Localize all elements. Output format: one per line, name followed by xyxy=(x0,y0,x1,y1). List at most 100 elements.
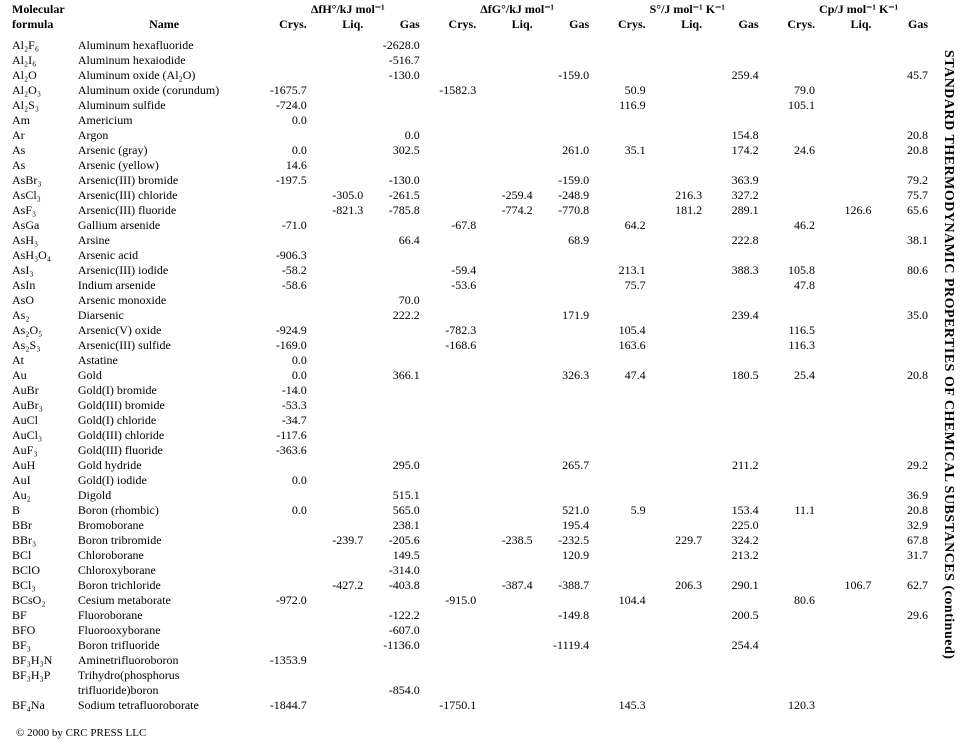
cell-gL xyxy=(478,248,534,263)
cell-cL xyxy=(817,128,873,143)
cell-hC xyxy=(252,53,308,68)
cell-hC: -117.6 xyxy=(252,428,308,443)
cell-gG: 265.7 xyxy=(535,458,591,473)
cell-hC xyxy=(252,608,308,623)
cell-gC: -915.0 xyxy=(422,593,478,608)
table-row: BCl₃Boron trichloride-427.2-403.8-387.4-… xyxy=(10,578,930,593)
cell-formula: AuH xyxy=(10,458,76,473)
cell-gC xyxy=(422,683,478,698)
cell-hC: -1353.9 xyxy=(252,653,308,668)
cell-cL xyxy=(817,353,873,368)
cell-name: Aluminum sulfide xyxy=(76,98,252,113)
cell-hL xyxy=(309,563,365,578)
table-row: BBr₃Boron tribromide-239.7-205.6-238.5-2… xyxy=(10,533,930,548)
cell-gL xyxy=(478,623,534,638)
cell-gL xyxy=(478,653,534,668)
cell-gG: -388.7 xyxy=(535,578,591,593)
hdr-sL: Liq. xyxy=(648,17,704,32)
cell-gL xyxy=(478,563,534,578)
cell-name: Aluminum hexaiodide xyxy=(76,53,252,68)
cell-hG xyxy=(365,353,421,368)
cell-formula: BCl xyxy=(10,548,76,563)
cell-gC xyxy=(422,428,478,443)
cell-gG xyxy=(535,443,591,458)
cell-hL xyxy=(309,218,365,233)
cell-sC xyxy=(591,128,647,143)
cell-cC: 116.3 xyxy=(761,338,817,353)
cell-cG: 20.8 xyxy=(874,503,931,518)
cell-sC xyxy=(591,188,647,203)
cell-sC xyxy=(591,413,647,428)
cell-cG xyxy=(874,113,931,128)
cell-cG: 20.8 xyxy=(874,128,931,143)
cell-gL xyxy=(478,308,534,323)
table-row: BFFluoroborane-122.2-149.8200.529.6 xyxy=(10,608,930,623)
cell-hG xyxy=(365,398,421,413)
cell-hL xyxy=(309,668,365,683)
cell-cL xyxy=(817,668,873,683)
cell-sG: 254.4 xyxy=(704,638,760,653)
cell-cC xyxy=(761,353,817,368)
cell-sL xyxy=(648,458,704,473)
cell-cL xyxy=(817,293,873,308)
cell-hG xyxy=(365,428,421,443)
cell-hC xyxy=(252,233,308,248)
cell-formula: AuCl₃ xyxy=(10,428,76,443)
cell-cC xyxy=(761,653,817,668)
cell-sC xyxy=(591,683,647,698)
cell-sC: 5.9 xyxy=(591,503,647,518)
cell-hG xyxy=(365,83,421,98)
cell-name: Trihydro(phosphorus xyxy=(76,668,252,683)
cell-cC xyxy=(761,683,817,698)
cell-sG: 222.8 xyxy=(704,233,760,248)
cell-cC xyxy=(761,638,817,653)
hdr-dG: ΔfG°/kJ mol⁻¹ xyxy=(478,2,534,17)
cell-gL xyxy=(478,173,534,188)
cell-hC xyxy=(252,128,308,143)
cell-cG xyxy=(874,413,931,428)
cell-gC xyxy=(422,623,478,638)
cell-name: Fluoroborane xyxy=(76,608,252,623)
cell-formula: AsO xyxy=(10,293,76,308)
cell-formula: AsH₃O₄ xyxy=(10,248,76,263)
cell-sC xyxy=(591,158,647,173)
table-row: Al₂OAluminum oxide (Al₂O)-130.0-159.0259… xyxy=(10,68,930,83)
cell-cL xyxy=(817,263,873,278)
cell-sL xyxy=(648,383,704,398)
cell-sL xyxy=(648,353,704,368)
cell-cL xyxy=(817,593,873,608)
cell-gL xyxy=(478,413,534,428)
cell-cC: 11.1 xyxy=(761,503,817,518)
cell-cG: 38.1 xyxy=(874,233,931,248)
cell-cC xyxy=(761,53,817,68)
cell-sL: 206.3 xyxy=(648,578,704,593)
cell-sG xyxy=(704,293,760,308)
cell-cG xyxy=(874,383,931,398)
cell-formula: Ar xyxy=(10,128,76,143)
cell-hL xyxy=(309,638,365,653)
table-row: AsArsenic (yellow)14.6 xyxy=(10,158,930,173)
cell-sC xyxy=(591,458,647,473)
cell-hG: 366.1 xyxy=(365,368,421,383)
cell-formula: As₂ xyxy=(10,308,76,323)
cell-cG: 65.6 xyxy=(874,203,931,218)
cell-cG xyxy=(874,323,931,338)
cell-cG xyxy=(874,98,931,113)
cell-sC xyxy=(591,293,647,308)
cell-gC xyxy=(422,413,478,428)
hdr-S: S°/J mol⁻¹ K⁻¹ xyxy=(648,2,704,17)
cell-cG xyxy=(874,428,931,443)
cell-cC xyxy=(761,188,817,203)
cell-gG xyxy=(535,428,591,443)
cell-gL xyxy=(478,278,534,293)
cell-cG xyxy=(874,443,931,458)
cell-hC xyxy=(252,68,308,83)
cell-gC: -1582.3 xyxy=(422,83,478,98)
cell-hL xyxy=(309,128,365,143)
cell-sL xyxy=(648,683,704,698)
cell-cC xyxy=(761,608,817,623)
cell-formula: BBr xyxy=(10,518,76,533)
cell-cC xyxy=(761,158,817,173)
cell-cC xyxy=(761,443,817,458)
cell-gC xyxy=(422,533,478,548)
